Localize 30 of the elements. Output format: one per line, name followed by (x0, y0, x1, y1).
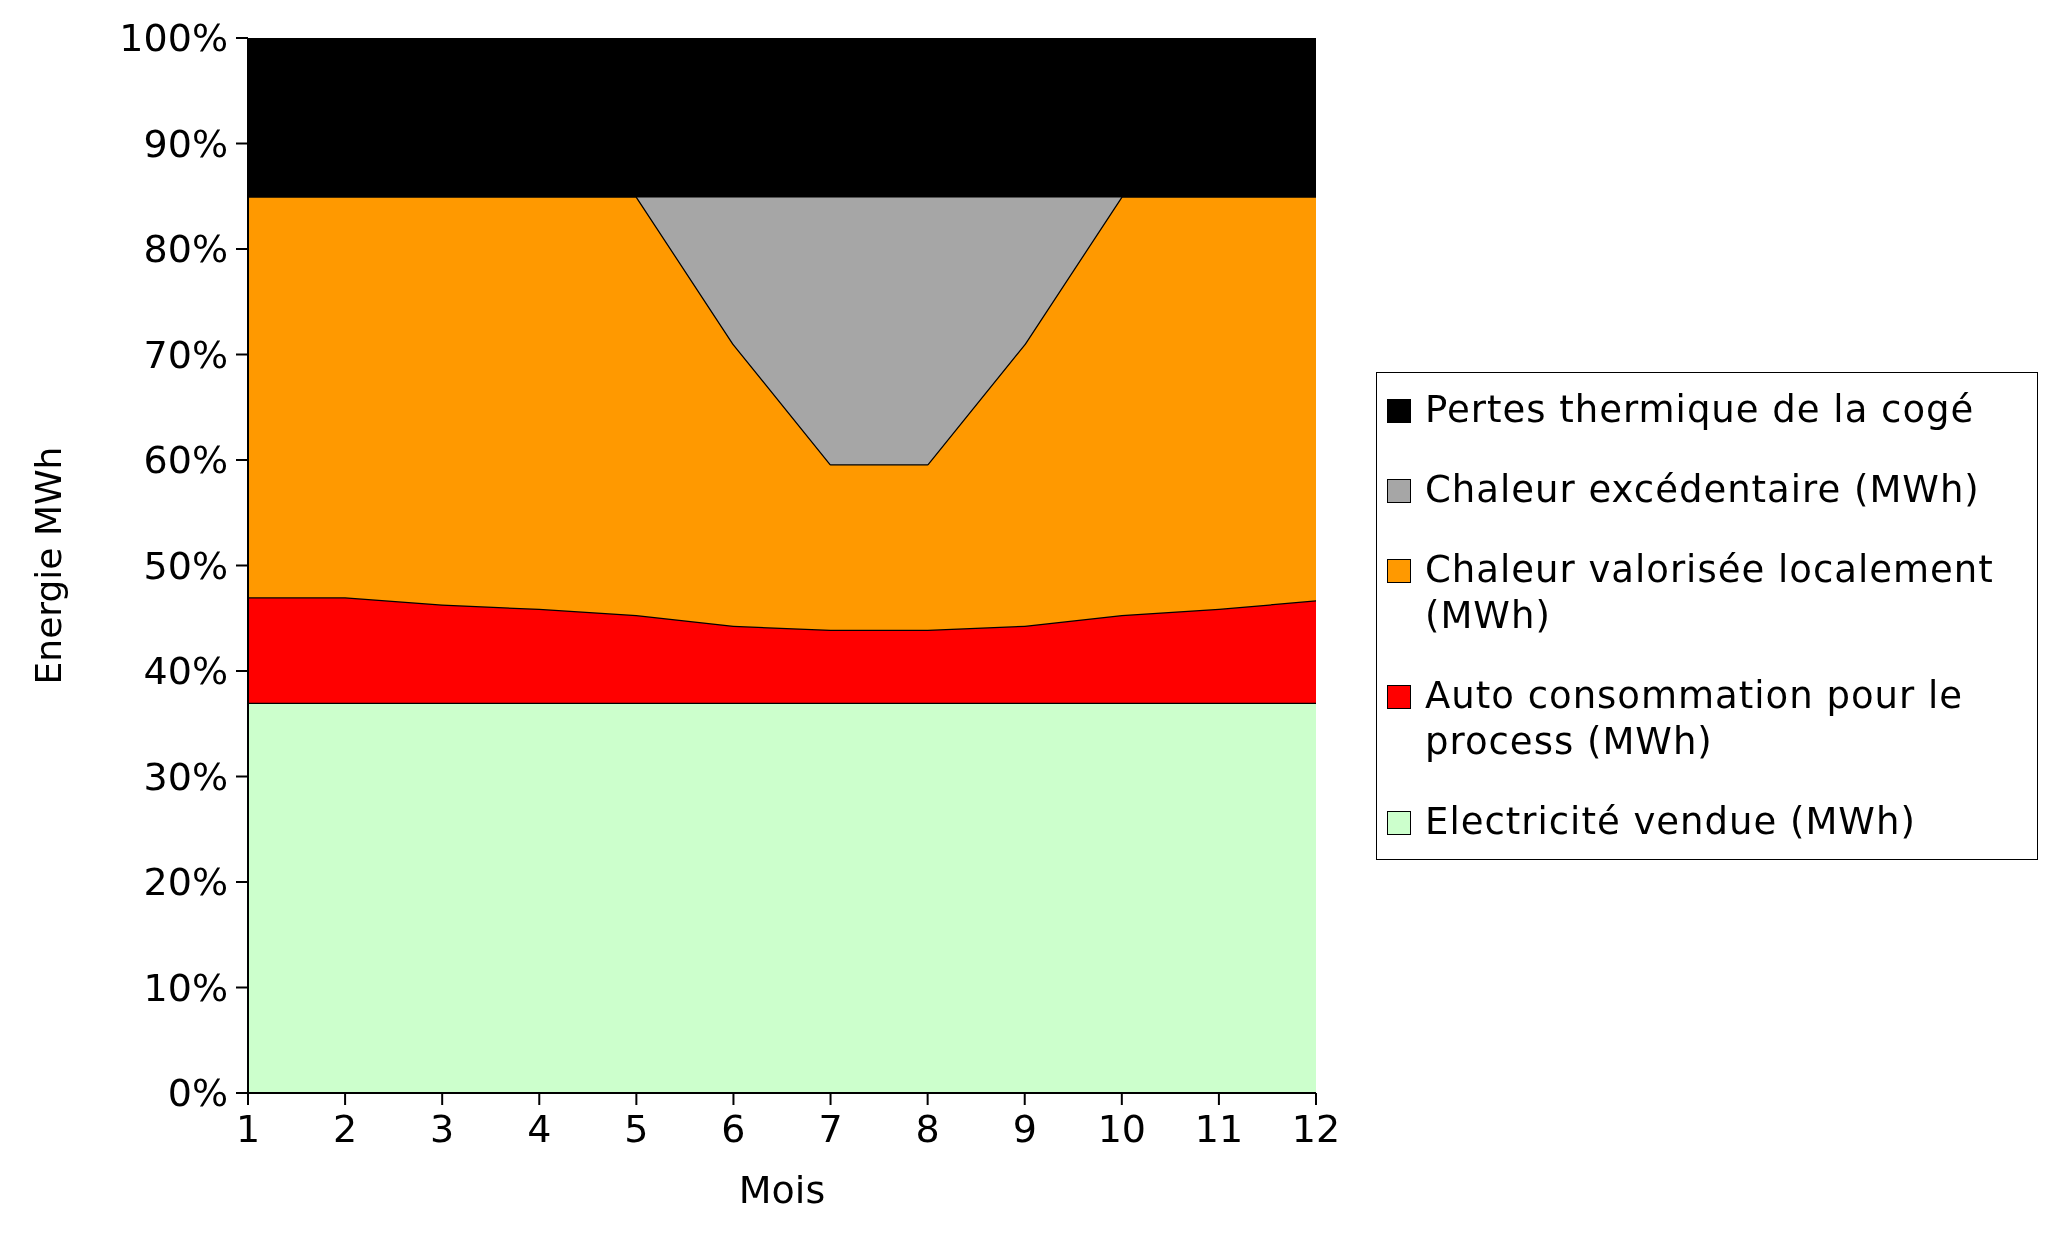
x-tick-label: 2 (333, 1106, 358, 1151)
x-tick-label: 8 (915, 1106, 940, 1151)
y-tick-label: 60% (143, 438, 228, 483)
x-tick-label: 10 (1097, 1106, 1146, 1151)
y-tick-label: 90% (143, 121, 228, 166)
y-axis-title: Energie MWh (27, 446, 69, 685)
x-tick-label: 7 (818, 1106, 843, 1151)
x-tick-label: 1 (235, 1106, 261, 1151)
y-tick-label: 20% (143, 860, 228, 905)
x-tick-label: 3 (430, 1106, 455, 1151)
legend-label: Electricité vendue (MWh) (1425, 798, 1916, 845)
x-tick-label: 12 (1291, 1106, 1341, 1151)
x-tick-label: 4 (527, 1106, 552, 1151)
y-tick-label: 30% (143, 754, 228, 799)
x-tick-label: 5 (624, 1106, 649, 1151)
x-tick-label: 11 (1194, 1106, 1244, 1151)
y-tick-label: 40% (143, 649, 228, 694)
legend-label: Chaleur excédentaire (MWh) (1425, 466, 1980, 513)
x-tick-label: 9 (1012, 1106, 1037, 1151)
y-tick-label: 100% (119, 16, 228, 61)
x-axis-title: Mois (738, 1168, 826, 1212)
x-tick-label: 6 (721, 1106, 746, 1151)
legend-label: Pertes thermique de la cogé (1425, 386, 1975, 433)
y-tick-label: 80% (143, 227, 228, 272)
legend-label: Auto consommation pour le process (MWh) (1425, 672, 1964, 765)
y-tick-label: 10% (143, 965, 228, 1010)
legend-label: Chaleur valorisée localement (MWh) (1425, 546, 1995, 639)
y-tick-label: 70% (143, 332, 228, 377)
y-tick-label: 50% (143, 543, 228, 588)
y-tick-label: 0% (167, 1071, 228, 1116)
